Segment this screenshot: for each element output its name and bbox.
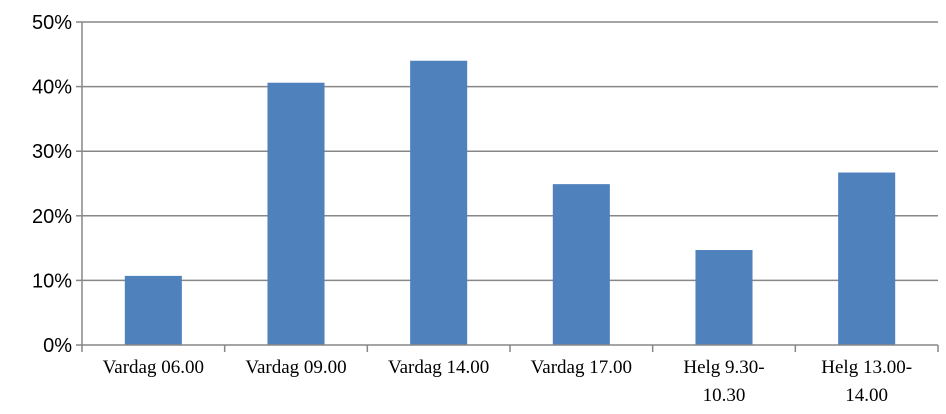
x-tick-label: Helg 13.00- 14.00 [821,357,912,406]
y-tick-label: 40% [32,77,72,99]
y-tick-label: 20% [32,206,72,228]
x-tick-label-line: Vardag 14.00 [388,357,489,378]
x-tick-label: Vardag 09.00 [245,357,346,378]
x-tick-labels: Vardag 06.00 Vardag 09.00 Vardag 14.00 Vard… [103,357,912,406]
bar [695,250,753,345]
y-tick-label: 10% [32,270,72,292]
x-tick-label-line: 10.30 [703,385,746,406]
x-tick-label-line: Helg 9.30- [683,357,764,378]
y-tick-label: 50% [32,12,72,34]
x-tick-label: Helg 9.30- 10.30 [683,357,764,406]
bars [124,60,896,345]
y-tick-label: 30% [32,141,72,163]
gridlines [82,21,938,282]
bar [552,184,610,345]
y-tick-label: 0% [43,335,72,357]
x-tick-label-line: Vardag 06.00 [103,357,204,378]
axes [76,21,939,352]
x-tick-label-line: Helg 13.00- [821,357,912,378]
x-tick-label: Vardag 14.00 [388,357,489,378]
bar [267,82,325,345]
x-tick-label: Vardag 17.00 [531,357,632,378]
x-tick-label-line: Vardag 17.00 [531,357,632,378]
x-tick-label: Vardag 06.00 [103,357,204,378]
x-tick-label-line: Vardag 09.00 [245,357,346,378]
x-tick-label-line: 14.00 [845,385,888,406]
bar [410,60,468,345]
y-tick-labels: 0% 10% 20% 30% 40% 50% [32,12,72,357]
bar [124,275,182,345]
bar [838,172,896,345]
